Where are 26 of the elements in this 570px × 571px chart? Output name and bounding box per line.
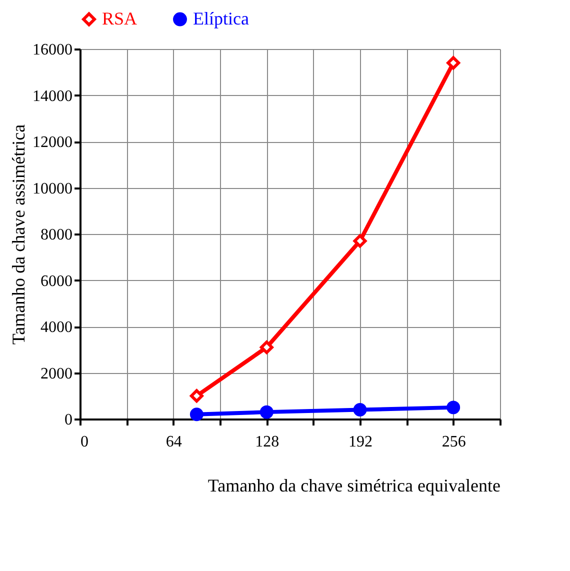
point xyxy=(446,400,460,414)
y-tick-label: 2000 xyxy=(40,365,72,382)
y-tick-label: 16000 xyxy=(32,42,72,58)
point xyxy=(190,408,204,422)
point xyxy=(260,405,274,419)
point xyxy=(260,340,274,354)
x-tick-label: 128 xyxy=(255,434,280,450)
x-tick-label: 64 xyxy=(166,434,182,450)
y-tick-label: 0 xyxy=(64,412,72,428)
point xyxy=(353,403,367,416)
y-tick-label: 8000 xyxy=(40,226,72,244)
y-tick-label: 12000 xyxy=(32,134,72,151)
x-tick-label: 256 xyxy=(442,434,466,450)
x-tick-label: 0 xyxy=(80,434,88,450)
y-tick-label: 6000 xyxy=(40,272,72,290)
y-tick-label: 14000 xyxy=(32,88,72,105)
x-tick-label: 192 xyxy=(348,434,372,450)
y-axis-title: Tamanho da chave assimétrica xyxy=(8,124,28,345)
y-tick-label: 10000 xyxy=(32,180,72,198)
y-tick-label: 4000 xyxy=(40,319,72,336)
x-axis-title: Tamanho da chave simétrica equivalente xyxy=(208,476,501,496)
point xyxy=(353,234,367,248)
legend-label: RSA xyxy=(102,8,138,28)
legend-label: Elíptica xyxy=(193,8,249,28)
point xyxy=(190,389,204,403)
point xyxy=(446,56,460,70)
